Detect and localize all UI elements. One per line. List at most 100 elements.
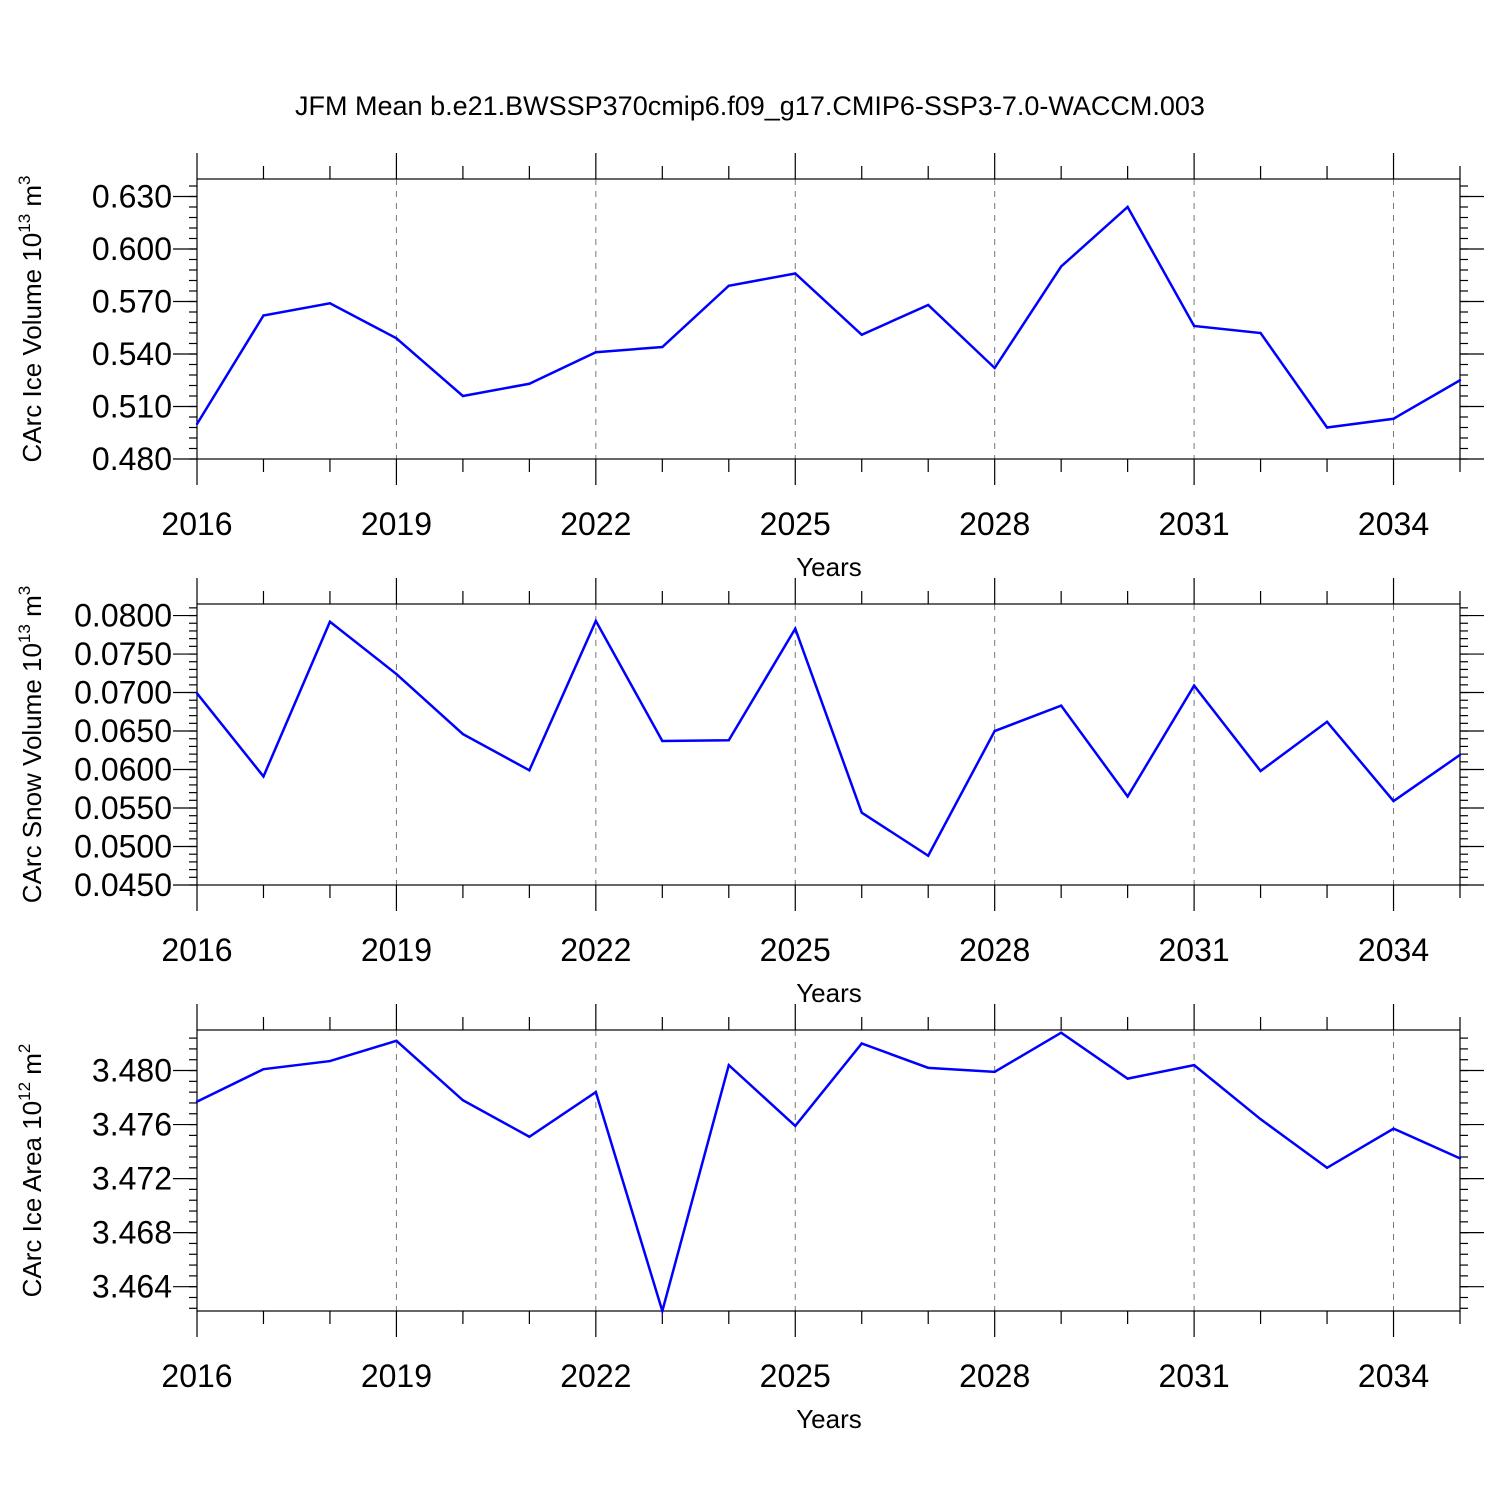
y-tick-label: 0.510 [92,389,172,425]
data-point [594,619,598,623]
data-point [794,1124,797,1128]
data-point [993,366,996,370]
y-tick-label: 0.0550 [74,790,172,826]
data-point [1392,799,1395,803]
series-line [195,205,1461,429]
data-point [395,672,398,676]
figure-title: JFM Mean b.e21.BWSSP370cmip6.f09_g17.CMI… [295,91,1205,121]
data-point [661,1309,664,1313]
y-tick-label: 0.600 [92,231,172,267]
data-point [262,1067,265,1071]
data-point [1392,1127,1395,1130]
data-point [727,739,730,742]
y-axis-label: CArc Ice Volume 1013 m3 [15,175,47,462]
x-tick-label: 2016 [161,932,232,968]
x-tick-label: 2031 [1159,932,1230,968]
data-point [1325,1166,1329,1169]
data-point [328,1059,332,1063]
x-tick-label: 2034 [1358,932,1429,968]
x-tick-label: 2028 [959,506,1030,542]
data-point [1259,331,1262,335]
y-tick-label: 0.630 [92,179,172,215]
y-axis-label-text: m [17,1053,47,1082]
x-tick-label: 2022 [560,506,631,542]
chart-panel-1: 0.480 0.510 0.540 0.570 0.600 0.630 2016 2019 20… [15,153,1484,582]
data-point [1325,426,1329,429]
data-point [993,1070,996,1074]
data-point [727,1063,730,1067]
series-line [196,618,1461,858]
y-axis-label-superscript: 13 [15,214,34,233]
data-point [1458,1157,1462,1160]
y-tick-label: 0.0750 [74,636,172,672]
x-tick-label: 2028 [959,1358,1030,1394]
data-point [1059,265,1063,268]
data-point [528,769,531,772]
data-point [794,627,797,630]
data-point [1059,1031,1063,1034]
x-tick-label: 2025 [760,932,831,968]
data-point [927,854,930,857]
x-axis-label: Years [796,1404,862,1434]
x-tick-label: 2028 [959,932,1030,968]
x-axis-label: Years [796,978,862,1008]
data-point [1458,753,1462,757]
y-tick-label: 3.464 [92,1269,172,1305]
y-tick-label: 0.570 [92,284,172,320]
x-axis-label: Years [796,552,862,582]
data-point [461,1099,465,1102]
data-point [594,351,598,354]
x-tick-label: 2019 [361,1358,432,1394]
data-point [1259,769,1262,773]
series-line [196,1031,1461,1316]
data-point [927,303,930,307]
data-point [1325,720,1329,723]
y-tick-label: 3.468 [92,1215,172,1251]
y-axis-label: CArc Snow Volume 1013 m3 [15,586,47,903]
y-tick-label: 0.0600 [74,752,172,788]
data-point [727,284,730,287]
x-tick-label: 2016 [161,506,232,542]
data-point [794,272,797,275]
x-tick-label: 2016 [161,1358,232,1394]
y-tick-label: 0.0650 [74,713,172,749]
data-point [1192,1063,1196,1067]
data-point [328,620,332,623]
y-tick-label: 3.472 [92,1161,172,1197]
data-point [661,739,664,743]
x-tick-label: 2022 [560,932,631,968]
data-point [461,394,465,398]
data-point [195,692,199,695]
data-point [661,345,664,349]
y-axis-label-text: m [17,185,47,214]
x-tick-label: 2019 [361,932,432,968]
y-axis-label-superscript: 3 [15,586,34,595]
data-point [528,382,531,385]
data-point [594,1090,598,1094]
y-axis-label-text: m [17,595,47,624]
data-point [528,1135,531,1138]
data-point [1059,704,1063,707]
data-point [1126,1077,1129,1080]
data-point [461,732,465,736]
data-point [195,1100,199,1103]
plot-frame [196,1029,1461,1312]
data-point [262,314,265,317]
x-tick-label: 2022 [560,1358,631,1394]
data-point [395,337,398,340]
y-tick-label: 0.0450 [74,867,172,903]
x-tick-label: 2034 [1358,506,1429,542]
y-axis-label-superscript: 2 [15,1044,34,1053]
y-tick-label: 0.0700 [74,675,172,711]
data-point [1259,1117,1262,1121]
data-point [1392,417,1395,420]
data-point [860,333,863,336]
data-point [1192,324,1196,328]
data-point [860,1042,863,1045]
x-tick-label: 2031 [1159,1358,1230,1394]
y-axis-label-superscript: 13 [15,624,34,643]
data-point [1126,795,1129,798]
x-tick-label: 2031 [1159,506,1230,542]
y-axis-label-text: CArc Ice Volume 10 [17,233,47,463]
